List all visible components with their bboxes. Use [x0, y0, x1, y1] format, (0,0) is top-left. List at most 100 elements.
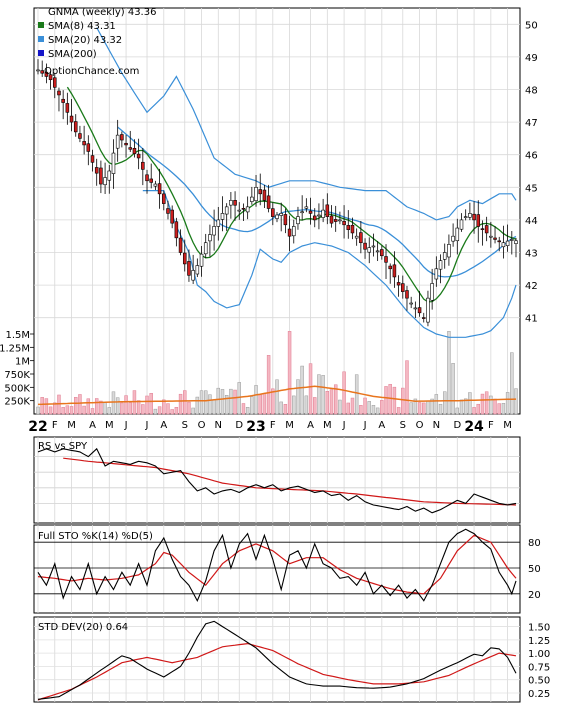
rs-sma-line — [63, 457, 517, 506]
volume-bar — [258, 394, 262, 415]
candle — [203, 242, 208, 255]
std-tick-label: 0.25 — [528, 689, 550, 700]
legend-sma20: SMA(20) 43.32 — [48, 35, 122, 46]
candle — [141, 161, 145, 170]
date-tick-label: A — [307, 420, 314, 431]
volume-bar — [447, 331, 451, 415]
candle — [107, 170, 112, 181]
price-tick-label: 48 — [525, 86, 538, 97]
volume-bar — [443, 391, 447, 415]
candle — [459, 219, 464, 230]
date-tick-label: D — [453, 420, 461, 431]
candle — [61, 98, 65, 103]
candle — [287, 228, 292, 237]
volume-bar — [275, 379, 279, 415]
candle — [195, 265, 200, 275]
price-tick-label: 47 — [525, 118, 538, 129]
volume-bar — [317, 374, 321, 415]
date-tick-label: N — [215, 420, 222, 431]
candle — [501, 242, 506, 248]
candle — [380, 249, 384, 257]
date-tick-label: F — [52, 420, 58, 431]
candle — [258, 189, 262, 195]
volume-bar — [220, 389, 225, 415]
date-tick-label: M — [285, 420, 294, 431]
candle — [99, 167, 103, 185]
volume-bar — [405, 360, 409, 415]
date-tick-label: F — [270, 420, 276, 431]
candle — [233, 200, 237, 206]
volume-bar — [241, 403, 246, 415]
candle — [94, 167, 99, 174]
candle — [250, 196, 254, 202]
volume-bar — [48, 406, 53, 415]
date-tick-label: N — [433, 420, 440, 431]
candle — [455, 227, 460, 242]
candle — [489, 235, 493, 238]
sma20-legend-swatch — [38, 36, 44, 42]
volume-bar — [329, 389, 334, 415]
volume-bar — [187, 401, 191, 415]
volume-bar — [371, 405, 376, 415]
volume-bar — [476, 403, 480, 415]
candle — [224, 206, 229, 215]
date-tick-label: S — [400, 420, 406, 431]
price-tick-label: 49 — [525, 53, 538, 64]
volume-bar — [107, 407, 111, 415]
date-tick-label: J — [145, 420, 149, 431]
price-tick-label: 43 — [525, 249, 538, 260]
rs-panel-frame — [33, 436, 521, 524]
volume-bar — [149, 393, 153, 415]
volume-bar — [342, 371, 346, 415]
chart-title: GNMA (weekly) 43.36 — [48, 7, 156, 18]
watermark: OptionChance.com — [44, 66, 139, 77]
volume-bar — [354, 374, 359, 415]
candle — [312, 215, 317, 221]
candle — [65, 103, 70, 113]
candle — [111, 152, 116, 174]
candle — [57, 90, 61, 96]
date-tick-label: F — [488, 420, 494, 431]
std-panel-frame — [33, 616, 521, 703]
candle — [266, 195, 271, 209]
volume-bar — [229, 388, 233, 415]
volume-bar — [82, 405, 86, 415]
candle — [463, 216, 468, 218]
volume-bar — [333, 384, 338, 415]
volume-axis: 250K 500K 750K 1M 1.25M 1.5M — [0, 330, 34, 408]
volume-tick-label: 1M — [15, 357, 30, 368]
sma8-line — [66, 86, 517, 303]
candle — [484, 225, 489, 234]
candle — [421, 317, 426, 319]
volume-bar — [292, 395, 296, 415]
price-tick-label: 50 — [525, 20, 538, 31]
sto-tick-label: 80 — [528, 538, 541, 549]
volume-bar — [111, 391, 116, 415]
candle — [438, 260, 443, 270]
volume-bar — [224, 395, 229, 415]
date-tick-label: M — [503, 420, 512, 431]
volume-bar — [438, 403, 443, 415]
date-tick-label: M — [105, 420, 114, 431]
volume-sma-line — [37, 385, 517, 406]
volume-tick-label: 500K — [4, 383, 30, 394]
candle — [346, 225, 351, 230]
rs-panel: RS vs SPY — [33, 436, 521, 524]
volume-bar — [321, 375, 325, 415]
date-tick-label: M — [67, 420, 76, 431]
std-tick-label: 1.00 — [528, 649, 550, 660]
std-tick-label: 0.75 — [528, 662, 550, 673]
candle — [329, 215, 334, 224]
candle — [170, 209, 174, 224]
volume-bar — [426, 400, 430, 415]
volume-bar — [380, 400, 384, 415]
volume-bar — [174, 407, 179, 415]
rs-line — [37, 447, 517, 514]
candle — [103, 177, 107, 186]
volume-bar — [501, 403, 506, 415]
candle — [53, 77, 57, 88]
candle — [333, 219, 338, 222]
date-tick-label: J — [363, 420, 367, 431]
candle — [90, 155, 95, 163]
